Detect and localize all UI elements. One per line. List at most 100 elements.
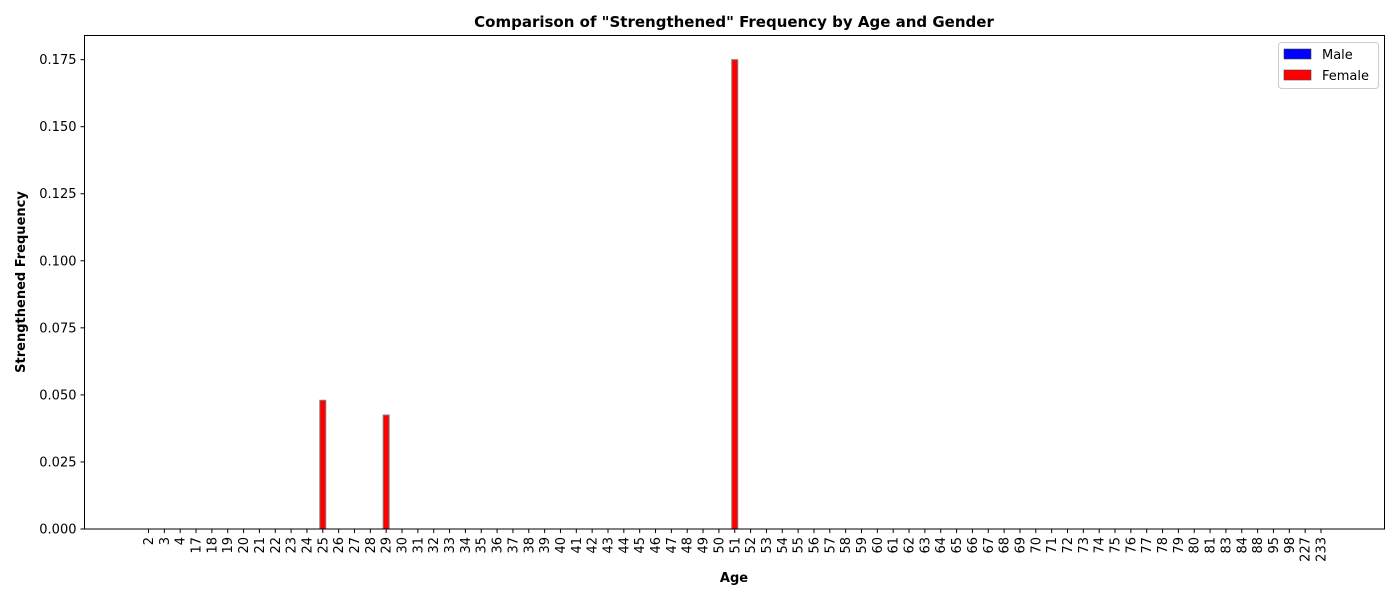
- x-tick-label: 37: [506, 537, 521, 554]
- x-tick-label: 34: [459, 537, 474, 554]
- y-tick-label: 0.150: [39, 120, 76, 135]
- x-tick-label: 83: [1219, 537, 1234, 554]
- x-tick-label: 98: [1283, 537, 1298, 554]
- y-tick-label: 0.075: [39, 321, 76, 336]
- x-tick-label: 55: [792, 537, 807, 554]
- x-tick-label: 38: [522, 537, 537, 554]
- x-tick-label: 74: [1093, 537, 1108, 554]
- x-tick-label: 29: [380, 537, 395, 554]
- x-tick-label: 62: [903, 537, 918, 554]
- x-tick-label: 39: [538, 537, 553, 554]
- x-tick-label: 56: [807, 537, 822, 554]
- x-tick-label: 47: [665, 537, 680, 554]
- x-tick-label: 66: [966, 537, 981, 554]
- x-tick-label: 84: [1235, 537, 1250, 554]
- x-tick-label: 23: [285, 537, 300, 554]
- x-tick-label: 67: [982, 537, 997, 554]
- x-tick-label: 4: [174, 537, 189, 545]
- legend-swatch-male: [1283, 48, 1312, 60]
- y-tick-label: 0.125: [39, 187, 76, 202]
- x-tick-label: 68: [998, 537, 1013, 554]
- x-tick-label: 95: [1267, 537, 1282, 554]
- y-tick-label: 0.000: [39, 523, 76, 538]
- x-tick-label: 41: [570, 537, 585, 554]
- x-tick-label: 26: [332, 537, 347, 554]
- x-tick-label: 24: [300, 537, 315, 554]
- x-tick-label: 53: [760, 537, 775, 554]
- x-tick-label: 63: [918, 537, 933, 554]
- x-tick-label: 60: [871, 537, 886, 554]
- legend-label-male: Male: [1322, 48, 1353, 63]
- x-tick-label: 40: [554, 537, 569, 554]
- x-tick-label: 46: [649, 537, 664, 554]
- female-bar: [731, 59, 739, 530]
- x-tick-label: 72: [1061, 537, 1076, 554]
- x-tick-label: 54: [776, 537, 791, 554]
- x-tick-label: 48: [681, 537, 696, 554]
- x-tick-label: 78: [1156, 537, 1171, 554]
- female-bar: [319, 399, 327, 530]
- x-tick-label: 80: [1188, 537, 1203, 554]
- x-tick-label: 19: [221, 537, 236, 554]
- x-tick-label: 42: [586, 537, 601, 554]
- x-tick-label: 70: [1029, 537, 1044, 554]
- x-tick-label: 69: [1013, 537, 1028, 554]
- y-axis-label: Strengthened Frequency: [14, 191, 29, 373]
- x-tick-label: 71: [1045, 537, 1060, 554]
- x-tick-label: 49: [697, 537, 712, 554]
- x-tick-label: 44: [617, 537, 632, 554]
- x-tick-label: 17: [190, 537, 205, 554]
- x-tick-label: 21: [253, 537, 268, 554]
- x-tick-label: 58: [839, 537, 854, 554]
- x-tick-label: 25: [316, 537, 331, 554]
- x-tick-label: 3: [158, 537, 173, 545]
- legend-label-female: Female: [1322, 69, 1369, 84]
- x-tick-label: 75: [1109, 537, 1124, 554]
- x-tick-label: 35: [475, 537, 490, 554]
- y-axis: 0.000 0.025 0.050 0.075 0.100 0.125 0.150 0.175: [39, 53, 85, 538]
- x-tick-label: 33: [443, 537, 458, 554]
- y-tick-label: 0.025: [39, 455, 76, 470]
- x-tick-label: 79: [1172, 537, 1187, 554]
- x-tick-label: 88: [1251, 537, 1266, 554]
- x-tick-label: 233: [1315, 537, 1330, 562]
- x-tick-label: 28: [364, 537, 379, 554]
- x-tick-label: 22: [269, 537, 284, 554]
- x-tick-label: 59: [855, 537, 870, 554]
- legend: Male Female: [1278, 42, 1379, 89]
- x-axis-label: Age: [720, 571, 748, 586]
- x-tick-label: 51: [728, 537, 743, 554]
- x-tick-label: 18: [205, 537, 220, 554]
- y-tick-label: 0.100: [39, 254, 76, 269]
- x-tick-label: 50: [712, 537, 727, 554]
- female-bar: [382, 414, 390, 530]
- x-tick-label: 36: [491, 537, 506, 554]
- x-tick-label: 52: [744, 537, 759, 554]
- x-tick-label: 2: [142, 537, 157, 545]
- chart-title: Comparison of "Strengthened" Frequency b…: [474, 13, 994, 31]
- legend-swatch-female: [1283, 69, 1312, 81]
- y-tick-label: 0.050: [39, 388, 76, 403]
- x-tick-label: 27: [348, 537, 363, 554]
- x-tick-label: 65: [950, 537, 965, 554]
- bars-group: [319, 59, 739, 530]
- x-tick-label: 30: [396, 537, 411, 554]
- x-tick-label: 76: [1124, 537, 1139, 554]
- plot-frame: [84, 35, 1385, 530]
- x-tick-label: 81: [1204, 537, 1219, 554]
- x-tick-label: 20: [237, 537, 252, 554]
- x-tick-label: 77: [1140, 537, 1155, 554]
- x-tick-label: 32: [427, 537, 442, 554]
- x-tick-label: 227: [1299, 537, 1314, 562]
- x-tick-label: 61: [887, 537, 902, 554]
- x-axis: 2 3 4 17 18 19 20 21 22 23 24 25 26 27 28 29 30 31 32 33 34 3…: [142, 529, 1330, 562]
- x-tick-label: 64: [934, 537, 949, 554]
- x-tick-label: 45: [633, 537, 648, 554]
- x-tick-label: 57: [823, 537, 838, 554]
- x-tick-label: 31: [411, 537, 426, 554]
- x-tick-label: 73: [1077, 537, 1092, 554]
- y-tick-label: 0.175: [39, 53, 76, 68]
- x-tick-label: 43: [601, 537, 616, 554]
